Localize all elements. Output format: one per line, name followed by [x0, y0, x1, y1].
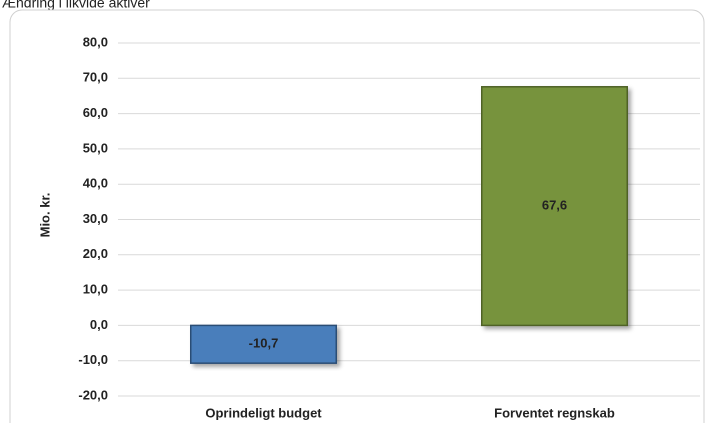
- y-tick-label: -10,0: [78, 352, 108, 367]
- bar: [481, 86, 628, 327]
- y-tick-label: 50,0: [83, 140, 108, 155]
- y-tick-label: 80,0: [83, 34, 108, 49]
- y-tick-label: 40,0: [83, 176, 108, 191]
- y-tick-label: 30,0: [83, 211, 108, 226]
- y-tick-label: 0,0: [90, 317, 108, 332]
- y-axis-label: Mio. kr.: [37, 193, 52, 238]
- x-tick-label: Forventet regnskab: [494, 405, 615, 420]
- x-tick-label: Oprindeligt budget: [205, 405, 322, 420]
- chart-title: Ændring i likvide aktiver: [2, 0, 150, 11]
- y-tick-label: 10,0: [83, 282, 108, 297]
- y-tick-label: -20,0: [78, 387, 108, 402]
- y-tick-label: 70,0: [83, 70, 108, 85]
- data-label: -10,7: [249, 336, 279, 351]
- bar: [190, 324, 337, 364]
- data-label: 67,6: [542, 198, 567, 213]
- y-tick-label: 60,0: [83, 105, 108, 120]
- y-tick-label: 20,0: [83, 246, 108, 261]
